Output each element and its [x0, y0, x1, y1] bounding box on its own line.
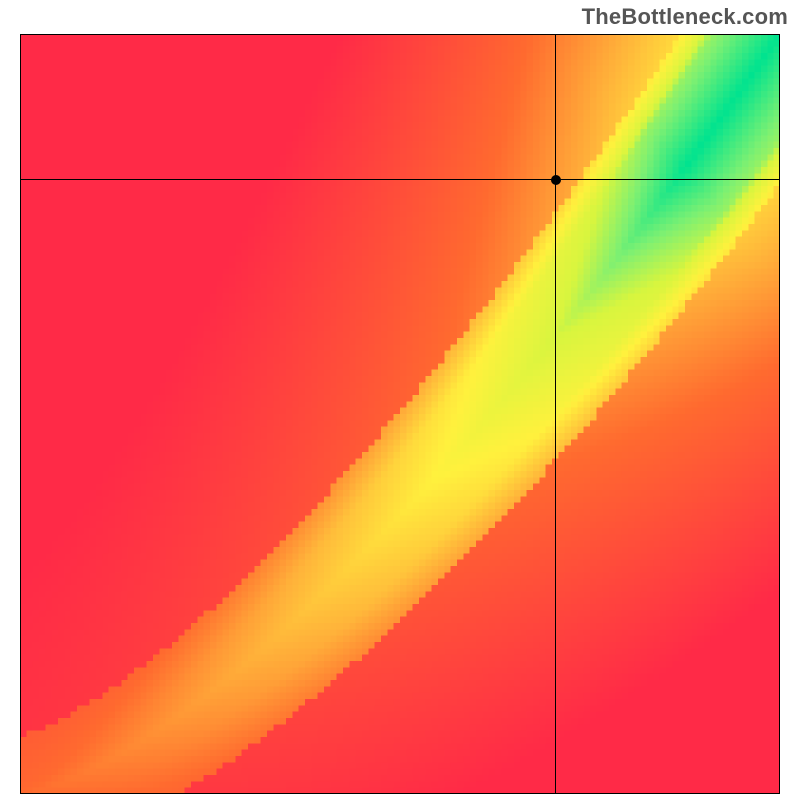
watermark-text: TheBottleneck.com [582, 4, 788, 30]
chart-container: TheBottleneck.com [0, 0, 800, 800]
plot-area [20, 34, 780, 794]
heatmap-canvas [20, 34, 780, 794]
